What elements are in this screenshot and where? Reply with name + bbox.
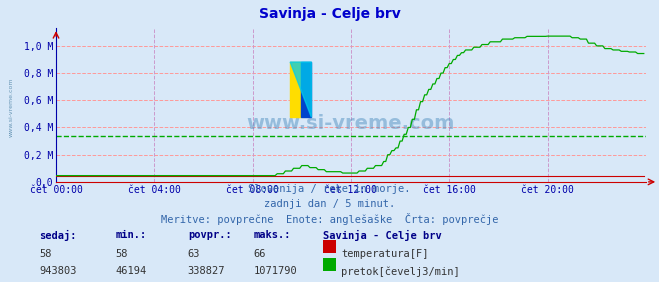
Text: Slovenija / reke in morje.: Slovenija / reke in morje. [248, 184, 411, 194]
Text: www.si-vreme.com: www.si-vreme.com [9, 78, 14, 137]
Polygon shape [290, 62, 301, 117]
Text: 58: 58 [115, 249, 128, 259]
Text: sedaj:: sedaj: [40, 230, 77, 241]
Text: 63: 63 [188, 249, 200, 259]
Text: Savinja - Celje brv: Savinja - Celje brv [323, 230, 442, 241]
Text: 66: 66 [254, 249, 266, 259]
Text: 58: 58 [40, 249, 52, 259]
Text: 1071790: 1071790 [254, 266, 297, 276]
Text: www.si-vreme.com: www.si-vreme.com [246, 114, 455, 133]
Polygon shape [301, 62, 312, 117]
Text: Meritve: povprečne  Enote: anglešaške  Črta: povprečje: Meritve: povprečne Enote: anglešaške Črt… [161, 213, 498, 225]
Text: temperatura[F]: temperatura[F] [341, 249, 429, 259]
Text: zadnji dan / 5 minut.: zadnji dan / 5 minut. [264, 199, 395, 208]
Text: maks.:: maks.: [254, 230, 291, 240]
Text: Savinja - Celje brv: Savinja - Celje brv [258, 7, 401, 21]
Text: 943803: 943803 [40, 266, 77, 276]
Text: 338827: 338827 [188, 266, 225, 276]
Text: 46194: 46194 [115, 266, 146, 276]
Text: min.:: min.: [115, 230, 146, 240]
Text: pretok[čevelj3/min]: pretok[čevelj3/min] [341, 266, 460, 277]
Text: povpr.:: povpr.: [188, 230, 231, 240]
Polygon shape [290, 62, 312, 117]
